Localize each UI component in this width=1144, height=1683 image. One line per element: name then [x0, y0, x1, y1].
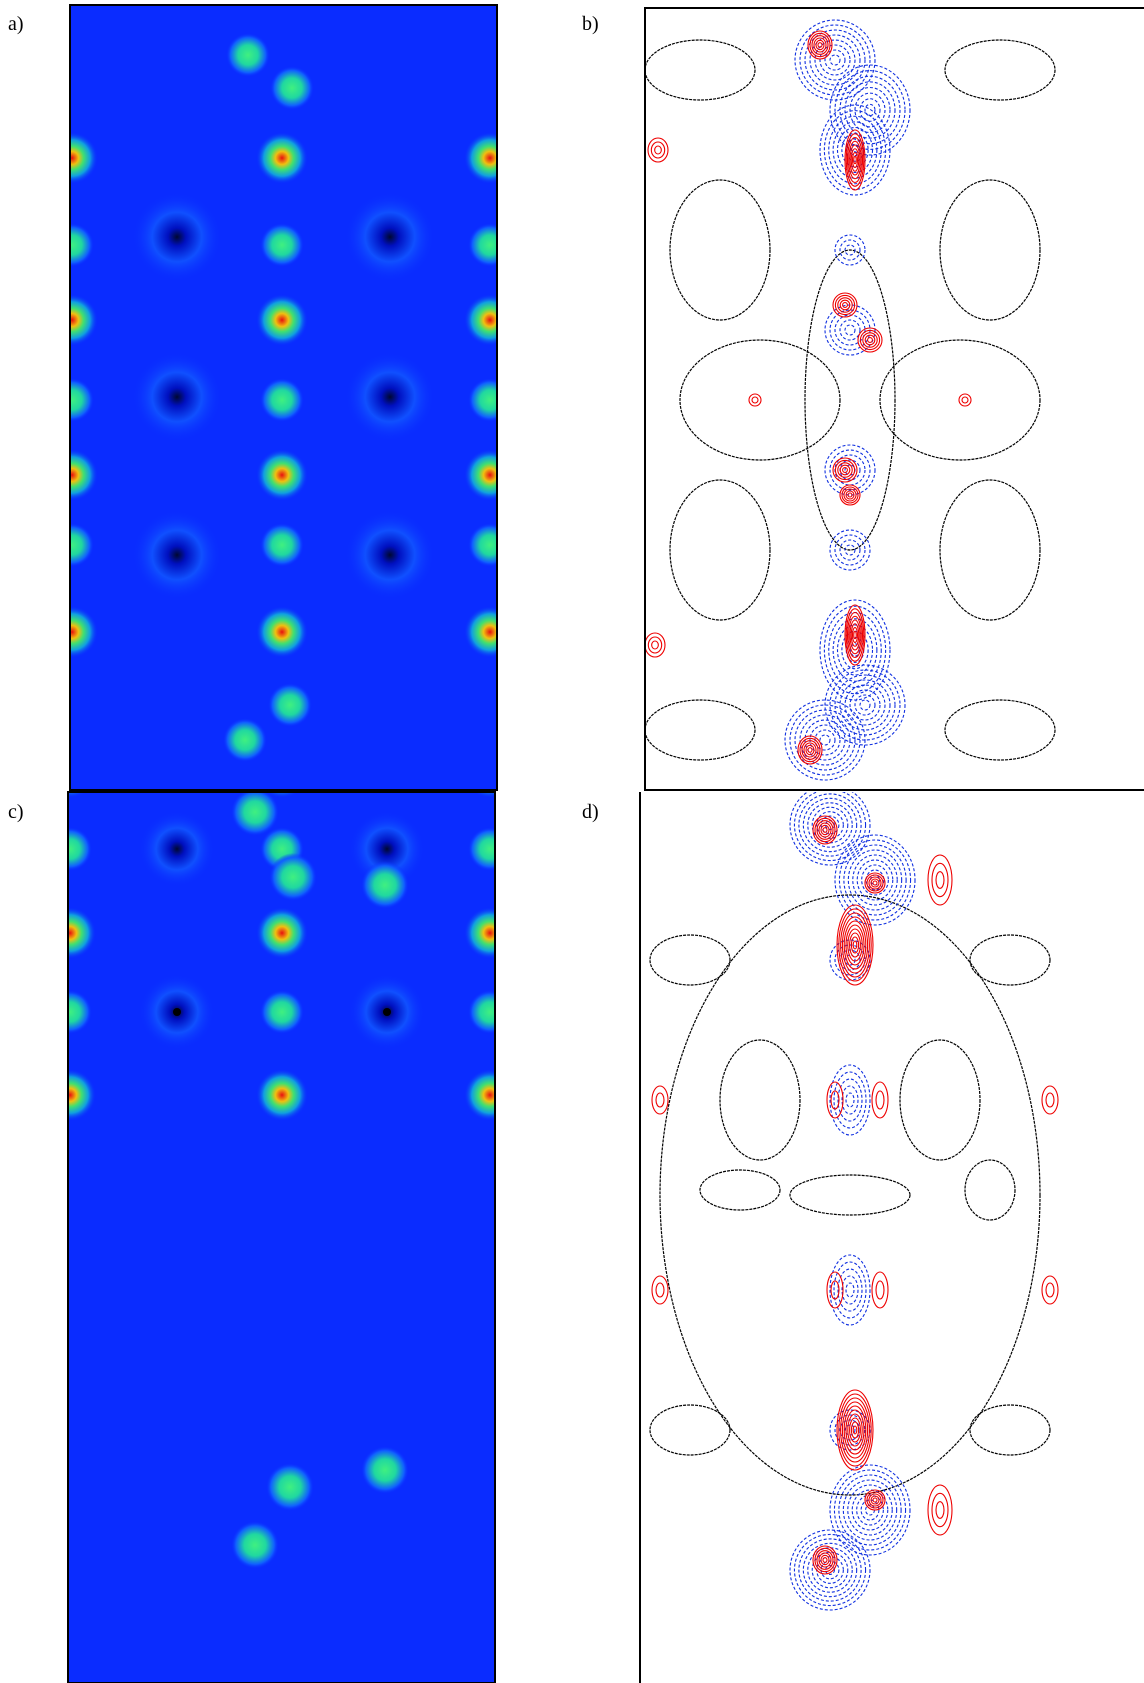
figure: a) b) c) d) — [0, 0, 1144, 1683]
atom-density — [266, 1463, 314, 1511]
atom-density — [231, 788, 279, 836]
atom-peak — [46, 132, 98, 184]
atom-peak — [44, 907, 96, 959]
atom-peak — [464, 907, 516, 959]
node-point — [383, 1008, 391, 1016]
contour-map — [645, 8, 1144, 790]
atom-peak — [256, 294, 308, 346]
atom-density — [231, 1521, 279, 1569]
atom-peak — [256, 1069, 308, 1121]
ring-density — [345, 510, 435, 600]
density-map — [46, 5, 516, 790]
ring-density — [132, 510, 222, 600]
atom-density — [468, 827, 512, 871]
panel-label: b) — [582, 13, 599, 35]
atom-density — [50, 223, 94, 267]
panel-label: d) — [582, 801, 599, 823]
atom-density — [48, 827, 92, 871]
ring-density — [345, 192, 435, 282]
atom-density — [269, 853, 317, 901]
atom-density — [48, 990, 92, 1034]
atom-peak — [464, 606, 516, 658]
atom-density — [50, 378, 94, 422]
panel-label: c) — [8, 801, 24, 823]
panel-label: a) — [8, 13, 24, 35]
atom-density — [268, 683, 312, 727]
atom-density — [270, 66, 314, 110]
ring-density — [132, 192, 222, 282]
atom-density — [468, 523, 512, 567]
atom-density — [226, 33, 270, 77]
atom-density — [260, 223, 304, 267]
atom-peak — [256, 907, 308, 959]
atom-density — [468, 223, 512, 267]
atom-peak — [464, 294, 516, 346]
ring-density — [132, 352, 222, 442]
atom-peak — [464, 449, 516, 501]
atom-peak — [46, 294, 98, 346]
atom-density — [361, 1446, 409, 1494]
atom-peak — [464, 1069, 516, 1121]
atom-density — [468, 378, 512, 422]
atom-density — [260, 990, 304, 1034]
node-point — [173, 1008, 181, 1016]
ring-density — [139, 811, 215, 887]
atom-density — [260, 378, 304, 422]
atom-peak — [256, 132, 308, 184]
atom-peak — [46, 606, 98, 658]
atom-peak — [256, 449, 308, 501]
contour-map — [640, 785, 1144, 1683]
atom-density — [223, 718, 267, 762]
atom-peak — [46, 449, 98, 501]
atom-peak — [44, 1069, 96, 1121]
ring-density — [345, 352, 435, 442]
atom-density — [50, 523, 94, 567]
atom-density — [260, 523, 304, 567]
atom-peak — [464, 132, 516, 184]
atom-density — [468, 990, 512, 1034]
atom-density — [361, 861, 409, 909]
atom-peak — [256, 606, 308, 658]
